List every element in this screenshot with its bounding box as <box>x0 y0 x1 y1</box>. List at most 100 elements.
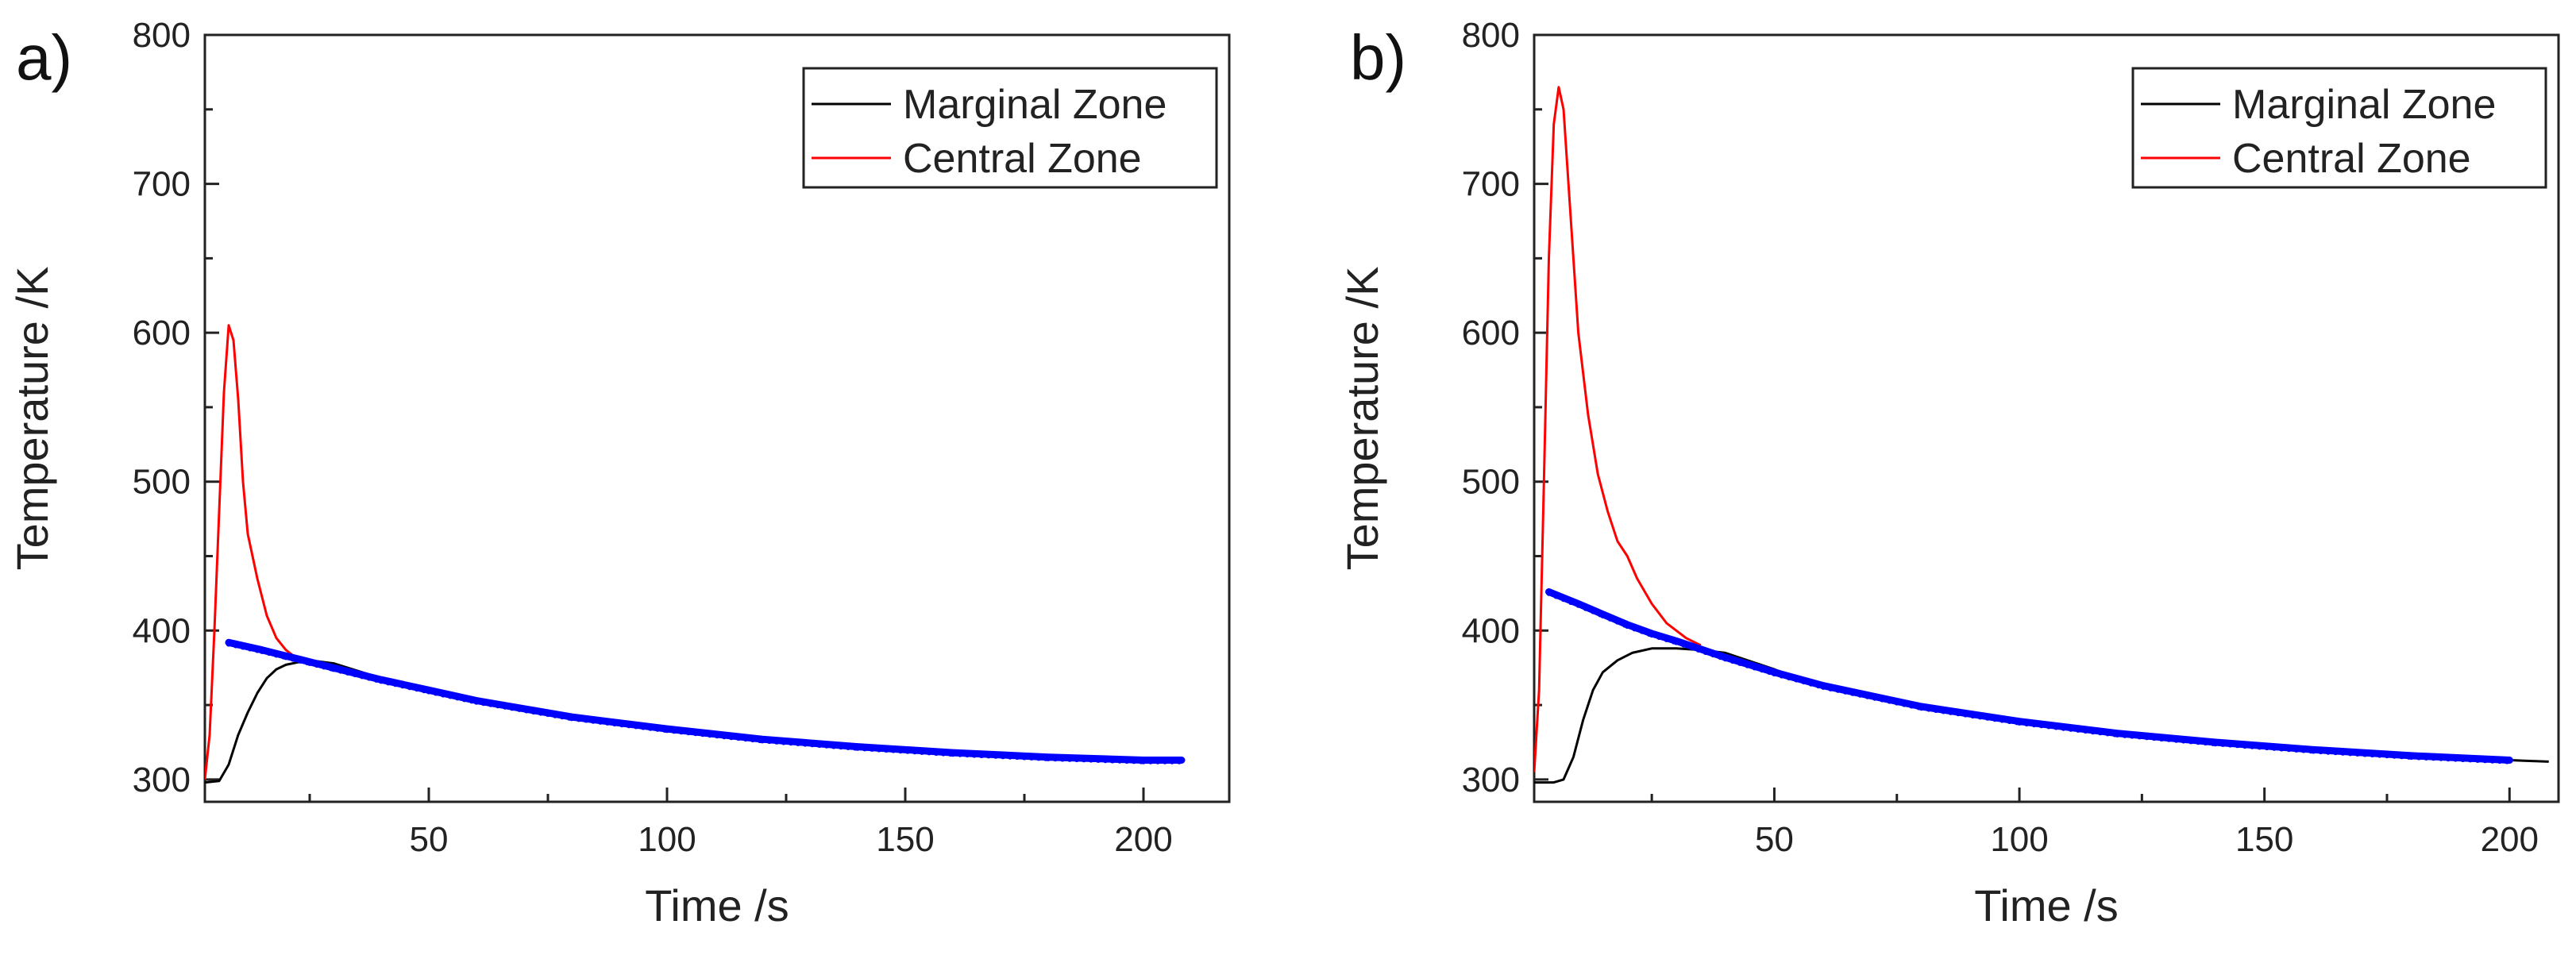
series-point-fit <box>1808 681 1814 687</box>
series-point-fit <box>273 653 280 658</box>
y-tick-label: 800 <box>133 16 191 55</box>
series-point-fit <box>788 740 794 746</box>
series-line-central-zone <box>205 324 310 780</box>
series-point-fit <box>1664 637 1669 642</box>
series-point-fit <box>1607 616 1613 622</box>
series-point-fit <box>781 740 787 745</box>
series-point-fit <box>330 667 337 672</box>
series-point-fit <box>473 699 480 705</box>
series-point-fit <box>869 746 875 752</box>
series-point-fit <box>619 722 625 728</box>
series-point-fit <box>1583 606 1589 611</box>
series-point-fit <box>359 674 365 680</box>
series-point-fit <box>569 715 575 722</box>
series-point-fit <box>2467 757 2474 763</box>
series-point-fit <box>1007 754 1013 760</box>
series-point-fit <box>2024 721 2030 726</box>
series-point-fit <box>378 679 384 684</box>
series-point-fit <box>1673 640 1679 645</box>
series-point-fit <box>1984 715 1991 721</box>
x-tick-label: 50 <box>1755 820 1794 859</box>
series-point-fit <box>1590 609 1596 614</box>
series-point-fit <box>876 747 882 753</box>
series-point-fit <box>1718 654 1723 661</box>
series-point-fit <box>1546 591 1552 596</box>
series-point-fit <box>2227 742 2233 748</box>
series-point-fit <box>545 711 551 718</box>
series-point-fit <box>399 683 406 689</box>
series-line-fit <box>225 638 1186 764</box>
y-tick-label: 500 <box>133 463 191 502</box>
series-point-fit <box>1880 697 1885 703</box>
series-point-fit <box>421 687 427 694</box>
series-point-fit <box>1102 757 1109 764</box>
series-point-fit <box>2016 720 2023 726</box>
series-point-fit <box>1926 707 1932 712</box>
series-point-fit <box>1894 700 1899 706</box>
series-point-fit <box>831 744 837 749</box>
series-point-fit <box>2105 731 2111 737</box>
series-point-fit <box>1992 716 1998 722</box>
series-point-fit <box>823 743 830 749</box>
series-point-fit <box>1695 647 1701 653</box>
series-point-fit <box>1963 712 1969 718</box>
series-point-fit <box>2362 752 2368 757</box>
series-point-fit <box>862 746 868 752</box>
series-point-fit <box>538 711 544 716</box>
x-tick-label: 150 <box>2235 820 2293 859</box>
series-point-fit <box>654 726 661 732</box>
series-point-fit <box>2505 759 2510 765</box>
series-line-fit <box>1545 588 2513 764</box>
series-point-fit <box>2090 729 2096 735</box>
series-point-fit <box>2235 742 2240 749</box>
series-point-fit <box>1794 677 1799 683</box>
series-point-fit <box>583 718 589 723</box>
y-tick-label: 500 <box>1462 463 1520 502</box>
series-point-fit <box>2438 756 2444 761</box>
series-point-fit <box>1887 699 1892 704</box>
series-point-fit <box>314 662 320 668</box>
x-tick-label: 150 <box>876 820 934 859</box>
series-point-fit <box>266 650 272 657</box>
series-point-fit <box>1553 594 1560 599</box>
series-point-fit <box>2293 747 2299 753</box>
series-line-central-zone <box>1534 86 1702 772</box>
series-point-fit <box>919 749 925 755</box>
series-point-fit <box>1901 702 1907 707</box>
series-point-fit <box>247 646 253 652</box>
series-line-marginal-zone <box>1534 647 2549 784</box>
series-point-fit <box>1730 658 1736 664</box>
series-point-fit <box>2129 734 2135 739</box>
series-point-fit <box>2424 755 2429 761</box>
series-point-fit <box>440 692 446 698</box>
series-point-fit <box>392 681 399 687</box>
x-tick-label: 100 <box>638 820 696 859</box>
series-point-fit <box>283 655 289 661</box>
y-tick-label: 400 <box>1462 611 1520 650</box>
series-point-fit <box>1131 758 1137 765</box>
series-point-fit <box>240 645 246 650</box>
series-point-fit <box>385 680 391 686</box>
series-point-fit <box>2181 738 2186 744</box>
series-point-fit <box>1850 691 1856 696</box>
series-point-fit <box>2188 739 2194 745</box>
series-point-fit <box>978 753 985 758</box>
series-point-fit <box>647 726 654 731</box>
series-point-fit <box>1614 619 1621 625</box>
series-point-fit <box>2075 727 2081 733</box>
series-point-fit <box>1081 757 1087 763</box>
series-point-fit <box>1140 759 1147 765</box>
series-point-fit <box>2475 757 2481 763</box>
series-point-fit <box>447 694 453 699</box>
series-point-fit <box>366 676 372 681</box>
panel-b: 300 400 500 600 700 800 50 100 150 200 Time /s Temp… <box>1337 16 2560 930</box>
series-point-fit <box>461 697 468 703</box>
y-tick-label: 300 <box>1462 761 1520 799</box>
series-point-fit <box>1835 687 1841 693</box>
series-point-fit <box>1028 755 1035 761</box>
series-point-fit <box>1088 757 1094 763</box>
x-axis-title: Time /s <box>645 880 789 930</box>
series-point-fit <box>802 741 808 747</box>
series-point-fit <box>597 719 604 725</box>
